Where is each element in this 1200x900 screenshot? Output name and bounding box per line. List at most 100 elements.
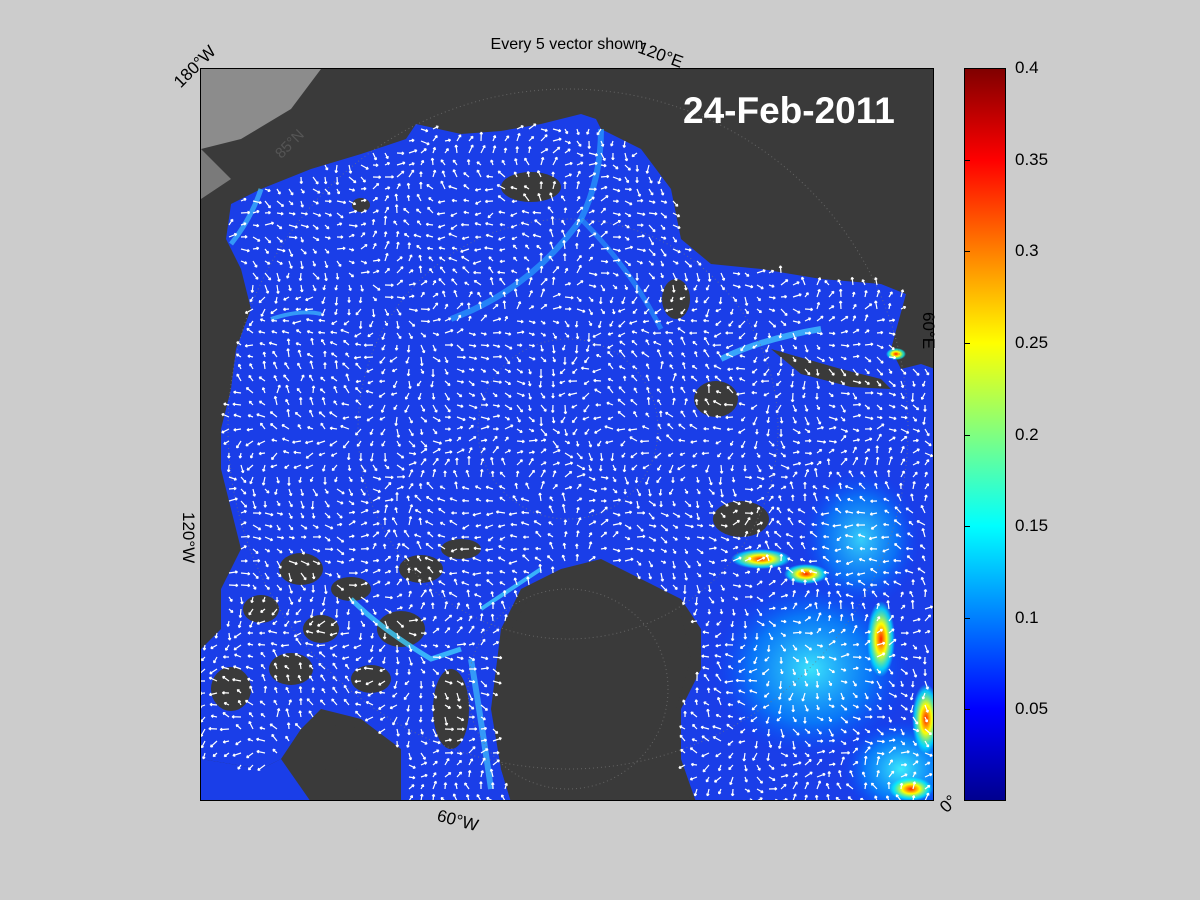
drift-vector bbox=[297, 349, 302, 358]
drift-vector bbox=[660, 284, 665, 293]
drift-vector bbox=[816, 315, 824, 322]
drift-vector bbox=[480, 704, 489, 711]
drift-vector bbox=[782, 798, 788, 800]
colorbar-tick-label: 0.05 bbox=[1015, 699, 1049, 719]
drift-vector bbox=[583, 404, 590, 413]
drift-vector bbox=[672, 536, 678, 541]
drift-vector bbox=[407, 567, 411, 574]
drift-vector bbox=[893, 580, 902, 586]
drift-vector bbox=[480, 656, 489, 661]
drift-vector bbox=[750, 716, 758, 723]
drift-vector bbox=[396, 161, 406, 166]
drift-vector bbox=[288, 512, 293, 520]
drift-vector bbox=[876, 628, 884, 634]
drift-vector bbox=[696, 536, 705, 540]
drift-vector bbox=[630, 399, 638, 406]
drift-vector bbox=[478, 602, 483, 610]
drift-vector bbox=[900, 415, 908, 420]
drift-vector bbox=[438, 278, 446, 286]
drift-vector bbox=[870, 568, 878, 574]
drift-vector bbox=[448, 591, 458, 598]
drift-vector bbox=[502, 590, 507, 598]
drift-vector bbox=[874, 482, 878, 490]
drift-vector bbox=[504, 436, 509, 442]
drift-vector bbox=[312, 212, 322, 217]
drift-vector bbox=[821, 545, 830, 550]
drift-vector bbox=[777, 566, 782, 574]
drift-vector bbox=[528, 332, 535, 337]
drift-vector bbox=[264, 524, 273, 528]
drift-vector bbox=[288, 524, 294, 531]
drift-streak bbox=[479, 567, 543, 611]
drift-vector bbox=[490, 613, 495, 622]
island bbox=[269, 653, 313, 685]
drift-vector bbox=[696, 512, 701, 521]
drift-vector bbox=[803, 579, 807, 586]
drift-vector bbox=[840, 628, 846, 634]
drift-vector bbox=[272, 361, 278, 370]
drift-vector bbox=[670, 385, 674, 394]
drift-vector bbox=[828, 290, 835, 298]
drift-vector bbox=[684, 560, 691, 569]
drift-vector bbox=[859, 495, 866, 502]
drift-vector bbox=[888, 392, 897, 397]
drift-vector bbox=[444, 392, 450, 401]
drift-vector bbox=[576, 530, 580, 538]
drift-vector bbox=[665, 308, 674, 313]
island bbox=[331, 577, 371, 601]
drift-vector bbox=[474, 212, 482, 217]
drift-vector bbox=[900, 289, 905, 298]
drift-vector bbox=[852, 716, 861, 721]
drift-vector bbox=[874, 795, 878, 800]
drift-vector bbox=[839, 614, 844, 622]
drift-vector bbox=[498, 210, 506, 214]
drift-vector bbox=[690, 375, 698, 382]
drift-vector bbox=[672, 397, 676, 406]
drift-vector bbox=[588, 498, 596, 503]
drift-vector bbox=[876, 404, 883, 411]
drift-vector bbox=[756, 506, 761, 514]
drift-vector bbox=[396, 256, 403, 262]
drift-vector bbox=[492, 145, 497, 154]
drift-vector bbox=[718, 296, 723, 305]
drift-vector bbox=[525, 244, 530, 250]
drift-vector bbox=[416, 244, 422, 250]
drift-vector bbox=[715, 320, 722, 326]
drift-vector bbox=[284, 620, 290, 628]
drift-vector bbox=[354, 679, 362, 684]
drift-vector bbox=[369, 644, 374, 653]
drift-vector bbox=[502, 291, 506, 298]
drift-vector bbox=[633, 410, 638, 418]
drift-vector bbox=[849, 770, 854, 778]
drift-vector bbox=[680, 386, 686, 394]
masked-land-region bbox=[201, 69, 321, 149]
drift-vector bbox=[480, 425, 490, 430]
drift-vector bbox=[824, 577, 830, 586]
drift-vector bbox=[276, 708, 281, 718]
drift-vector bbox=[888, 404, 896, 409]
island bbox=[243, 595, 279, 623]
drift-vector bbox=[403, 529, 410, 538]
drift-vector bbox=[456, 436, 462, 442]
drift-vector bbox=[804, 728, 811, 734]
drift-vector bbox=[876, 616, 881, 622]
drift-vector bbox=[420, 728, 424, 735]
drift-vector bbox=[523, 256, 530, 262]
drift-vector bbox=[456, 416, 466, 422]
drift-vector bbox=[864, 404, 871, 410]
drift-vector bbox=[780, 279, 789, 286]
drift-vector bbox=[431, 704, 435, 712]
drift-vector bbox=[396, 296, 406, 300]
drift-vector bbox=[516, 319, 524, 324]
drift-vector bbox=[258, 451, 266, 456]
drift-vector bbox=[804, 704, 809, 712]
drift-vector bbox=[799, 558, 806, 562]
drift-vector bbox=[576, 473, 586, 478]
drift-vector bbox=[705, 464, 710, 473]
drift-vector bbox=[425, 542, 434, 550]
drift-vector bbox=[258, 296, 266, 304]
drift-vector bbox=[738, 740, 746, 744]
drift-vector bbox=[360, 232, 366, 238]
drift-vector bbox=[780, 485, 787, 490]
drift-vector bbox=[372, 488, 381, 493]
